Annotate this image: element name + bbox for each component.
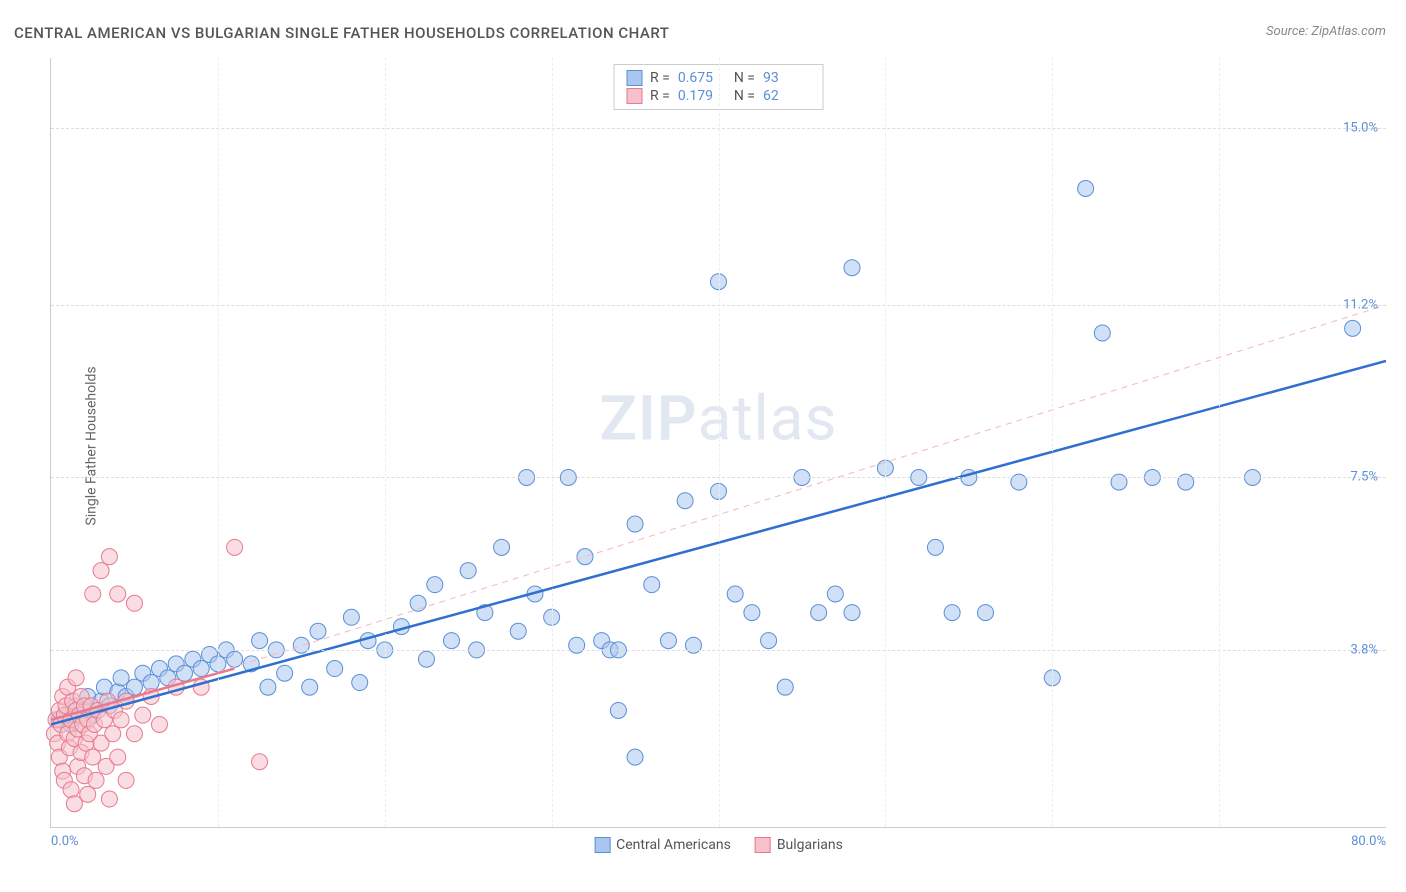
legend-item: Bulgarians bbox=[755, 837, 843, 853]
scatter-point bbox=[113, 712, 129, 728]
x-tick-label: 80.0% bbox=[1351, 834, 1386, 849]
scatter-point bbox=[744, 605, 760, 621]
scatter-point bbox=[827, 586, 843, 602]
scatter-point bbox=[110, 749, 126, 765]
x-tick-label: 0.0% bbox=[51, 834, 79, 849]
scatter-point bbox=[610, 702, 626, 718]
scatter-point bbox=[677, 493, 693, 509]
scatter-point bbox=[113, 670, 129, 686]
scatter-point bbox=[1078, 180, 1094, 196]
scatter-point bbox=[302, 679, 318, 695]
gridline-v bbox=[1052, 58, 1053, 827]
scatter-point bbox=[85, 586, 101, 602]
scatter-point bbox=[978, 605, 994, 621]
scatter-point bbox=[252, 633, 268, 649]
scatter-point bbox=[68, 670, 84, 686]
stat-n-label: N = bbox=[734, 88, 755, 104]
scatter-point bbox=[777, 679, 793, 695]
scatter-point bbox=[101, 549, 117, 565]
scatter-point bbox=[277, 665, 293, 681]
legend-item: Central Americans bbox=[594, 837, 731, 853]
correlation-chart: CENTRAL AMERICAN VS BULGARIAN SINGLE FAT… bbox=[0, 0, 1406, 892]
scatter-point bbox=[460, 563, 476, 579]
stat-n-label: N = bbox=[734, 70, 755, 86]
chart-title: CENTRAL AMERICAN VS BULGARIAN SINGLE FAT… bbox=[14, 24, 669, 42]
scatter-point bbox=[577, 549, 593, 565]
scatter-point bbox=[811, 605, 827, 621]
scatter-point bbox=[193, 661, 209, 677]
scatter-point bbox=[644, 577, 660, 593]
scatter-point bbox=[427, 577, 443, 593]
scatter-point bbox=[844, 260, 860, 276]
scatter-point bbox=[727, 586, 743, 602]
scatter-point bbox=[252, 754, 268, 770]
scatter-point bbox=[85, 749, 101, 765]
scatter-point bbox=[177, 665, 193, 681]
scatter-point bbox=[93, 563, 109, 579]
scatter-point bbox=[126, 726, 142, 742]
scatter-point bbox=[510, 623, 526, 639]
scatter-point bbox=[660, 633, 676, 649]
scatter-point bbox=[1094, 325, 1110, 341]
scatter-point bbox=[627, 516, 643, 532]
gridline-v bbox=[885, 58, 886, 827]
scatter-point bbox=[844, 605, 860, 621]
scatter-point bbox=[118, 772, 134, 788]
scatter-point bbox=[88, 772, 104, 788]
scatter-point bbox=[327, 661, 343, 677]
scatter-point bbox=[151, 716, 167, 732]
gridline-v bbox=[552, 58, 553, 827]
scatter-point bbox=[927, 539, 943, 555]
gridline-v bbox=[385, 58, 386, 827]
stat-r-label: R = bbox=[650, 88, 670, 104]
stat-r-label: R = bbox=[650, 70, 670, 86]
scatter-point bbox=[444, 633, 460, 649]
legend-swatch bbox=[626, 70, 642, 86]
scatter-point bbox=[761, 633, 777, 649]
scatter-point bbox=[1345, 320, 1361, 336]
legend-swatch bbox=[626, 88, 642, 104]
scatter-point bbox=[135, 707, 151, 723]
scatter-point bbox=[66, 796, 82, 812]
gridline-v bbox=[218, 58, 219, 827]
scatter-point bbox=[343, 609, 359, 625]
plot-area: ZIPatlas R =0.675N =93R =0.179N =62 Cent… bbox=[50, 58, 1386, 828]
scatter-point bbox=[260, 679, 276, 695]
gridline-v bbox=[719, 58, 720, 827]
scatter-point bbox=[105, 726, 121, 742]
scatter-point bbox=[110, 586, 126, 602]
scatter-point bbox=[63, 782, 79, 798]
scatter-point bbox=[80, 786, 96, 802]
bottom-legend: Central Americans Bulgarians bbox=[594, 837, 843, 853]
y-tick-label: 3.8% bbox=[1350, 642, 1378, 657]
scatter-point bbox=[310, 623, 326, 639]
legend-swatch bbox=[594, 837, 610, 853]
legend-label: Central Americans bbox=[616, 837, 731, 853]
legend-swatch bbox=[755, 837, 771, 853]
scatter-point bbox=[101, 791, 117, 807]
stat-n-value: 62 bbox=[763, 88, 811, 104]
gridline-v bbox=[1219, 58, 1220, 827]
scatter-point bbox=[126, 595, 142, 611]
scatter-point bbox=[227, 539, 243, 555]
scatter-point bbox=[126, 679, 142, 695]
scatter-point bbox=[410, 595, 426, 611]
scatter-point bbox=[418, 651, 434, 667]
chart-source: Source: ZipAtlas.com bbox=[1266, 24, 1386, 39]
y-tick-label: 11.2% bbox=[1343, 298, 1378, 313]
stat-n-value: 93 bbox=[763, 70, 811, 86]
scatter-point bbox=[494, 539, 510, 555]
scatter-point bbox=[627, 749, 643, 765]
y-tick-label: 7.5% bbox=[1350, 470, 1378, 485]
y-tick-label: 15.0% bbox=[1343, 120, 1378, 135]
scatter-point bbox=[944, 605, 960, 621]
legend-label: Bulgarians bbox=[777, 837, 843, 853]
scatter-point bbox=[352, 675, 368, 691]
